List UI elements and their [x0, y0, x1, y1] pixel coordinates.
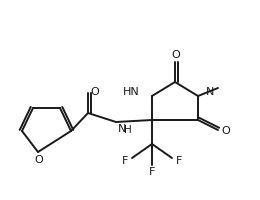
Text: O: O [172, 50, 180, 60]
Text: O: O [35, 155, 43, 165]
Text: HN: HN [123, 87, 140, 97]
Text: N: N [118, 124, 126, 134]
Text: F: F [149, 167, 155, 177]
Text: O: O [222, 126, 230, 136]
Text: H: H [124, 125, 132, 135]
Text: F: F [176, 156, 182, 166]
Text: F: F [122, 156, 128, 166]
Text: N: N [206, 87, 214, 97]
Text: O: O [91, 87, 99, 97]
